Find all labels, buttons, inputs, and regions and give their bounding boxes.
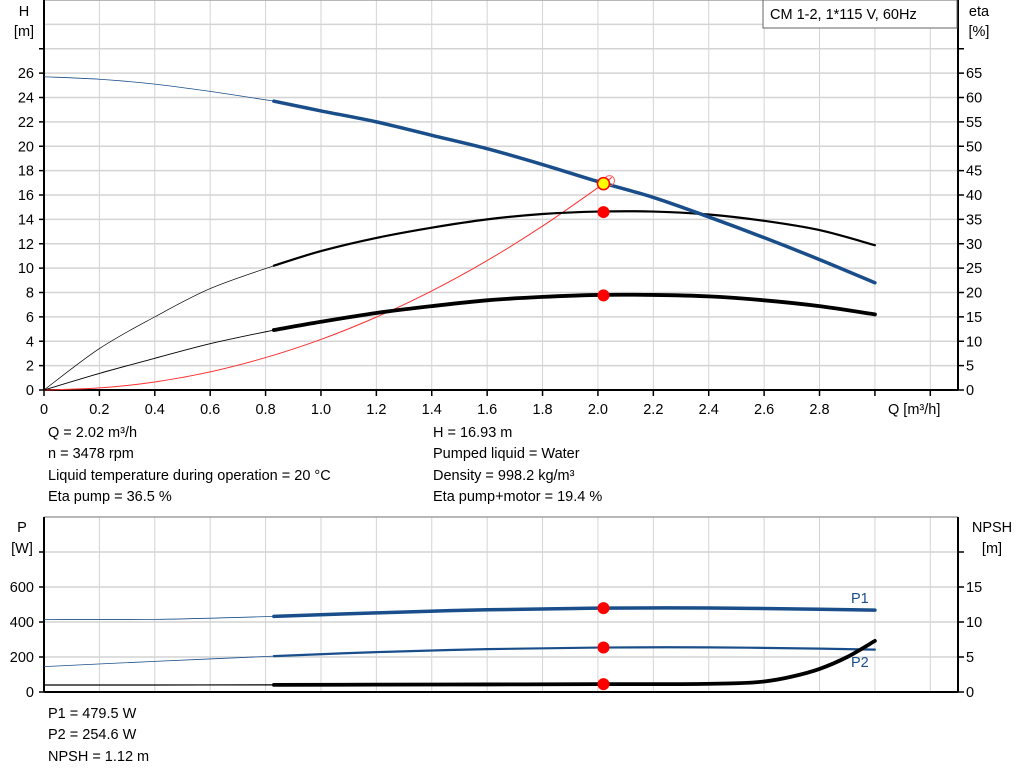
y-axis-unit-left: [W] <box>11 541 33 557</box>
p2-duty-point <box>597 641 610 654</box>
y-tick-label-left: 22 <box>18 115 34 131</box>
info-p1: P1 = 479.5 W <box>48 706 137 722</box>
info-p2: P2 = 254.6 W <box>48 727 137 744</box>
x-tick-label: 1.0 <box>311 402 331 418</box>
p1-curve-extrapolated <box>43 616 274 620</box>
info-density: Density = 998.2 kg/m³ <box>433 467 575 484</box>
y-axis-unit-right: [%] <box>969 24 990 40</box>
eta-total-curve-extrapolated <box>43 329 274 391</box>
x-tick-label: 0.8 <box>255 402 275 418</box>
info-head: H = 16.93 m <box>433 425 513 441</box>
y-tick-label-left: 6 <box>26 310 34 326</box>
y-axis-label-right: NPSH <box>972 520 1012 536</box>
eta-pump-curve <box>272 210 877 267</box>
y-axis-label-left: P <box>17 520 27 536</box>
info-liquid: Pumped liquid = Water <box>433 446 580 463</box>
y-tick-label-left: 600 <box>10 580 34 596</box>
y-tick-label-right: 65 <box>966 66 982 82</box>
eta-total-curve <box>271 292 877 332</box>
y-tick-label-right: 20 <box>966 286 982 302</box>
p1-curve <box>272 606 877 619</box>
y-tick-label-right: 10 <box>966 334 982 350</box>
y-tick-label-left: 10 <box>18 261 34 277</box>
y-tick-label-right: 45 <box>966 164 982 180</box>
info-flow: Q = 2.02 m³/h <box>48 425 138 441</box>
y-tick-label-left: 4 <box>26 334 34 350</box>
npsh-duty-point <box>597 678 610 691</box>
head-curve-extrapolated <box>43 76 274 102</box>
p1-label: P1 <box>851 591 869 607</box>
x-tick-label: 1.4 <box>422 402 442 418</box>
y-tick-label-left: 0 <box>26 685 34 701</box>
y-axis-label-left: H <box>19 4 29 20</box>
info-eta-total: Eta pump+motor = 19.4 % <box>433 488 603 505</box>
y-tick-label-left: 0 <box>26 383 34 399</box>
y-tick-label-right: 60 <box>966 91 982 107</box>
info-npsh: NPSH = 1.12 m <box>48 748 150 765</box>
p1-duty-point <box>597 602 610 615</box>
eta-pump-curve-extrapolated <box>43 265 275 391</box>
y-tick-label-left: 400 <box>10 615 34 631</box>
y-tick-label-right: 50 <box>966 139 982 155</box>
y-tick-label-left: 14 <box>18 212 34 228</box>
x-tick-label: 1.6 <box>477 402 497 418</box>
power-info: P1 = 479.5 W P2 = 254.6 W NPSH = 1.12 m <box>48 704 149 768</box>
y-tick-label-right: 5 <box>966 359 974 375</box>
x-tick-label: 0.2 <box>89 402 109 418</box>
x-tick-label: 2.0 <box>588 402 608 418</box>
y-tick-label-left: 16 <box>18 188 34 204</box>
p2-label: P2 <box>851 655 869 671</box>
y-tick-label-right: 0 <box>966 685 974 701</box>
duty-point <box>596 176 611 191</box>
y-tick-label-left: 18 <box>18 164 34 180</box>
y-tick-label-left: 26 <box>18 66 34 82</box>
duty-info-right: H = 16.93 m Pumped liquid = Water Densit… <box>433 423 602 508</box>
title-box <box>762 0 958 29</box>
info-speed: n = 3478 rpm <box>48 446 134 463</box>
y-tick-label-right: 15 <box>966 310 982 326</box>
y-tick-label-left: 24 <box>18 91 34 107</box>
eta-pump-duty-point <box>597 206 610 219</box>
x-tick-label: 1.8 <box>532 402 552 418</box>
y-axis-label-right: eta <box>969 4 990 20</box>
x-tick-label: 2.4 <box>699 402 719 418</box>
y-axis-unit-right: [m] <box>982 541 1002 557</box>
x-tick-label: 0.6 <box>200 402 220 418</box>
x-axis-label: Q [m³/h] <box>888 402 940 418</box>
y-tick-label-right: 10 <box>966 615 982 631</box>
y-tick-label-right: 30 <box>966 237 982 253</box>
y-tick-label-right: 35 <box>966 212 982 228</box>
y-tick-label-right: 15 <box>966 580 982 596</box>
eta-total-duty-point <box>597 289 610 302</box>
y-tick-label-right: 0 <box>966 383 974 399</box>
p2-curve-extrapolated <box>43 655 274 668</box>
system-curve <box>43 177 613 391</box>
npsh-curve <box>271 639 877 687</box>
x-tick-label: 0.4 <box>145 402 165 418</box>
p2-curve <box>272 646 877 658</box>
info-eta-pump: Eta pump = 36.5 % <box>48 488 172 505</box>
chart-title: CM 1-2, 1*115 V, 60Hz <box>770 7 917 23</box>
x-tick-label: 1.2 <box>366 402 386 418</box>
y-tick-label-right: 40 <box>966 188 982 204</box>
x-tick-label: 2.2 <box>643 402 663 418</box>
duty-info-left: Q = 2.02 m³/h n = 3478 rpm Liquid temper… <box>48 423 331 508</box>
y-tick-label-right: 5 <box>966 650 974 666</box>
head-curve <box>272 99 877 285</box>
y-tick-label-left: 12 <box>18 237 34 253</box>
x-tick-label: 2.6 <box>754 402 774 418</box>
info-temperature: Liquid temperature during operation = 20… <box>48 467 331 484</box>
y-tick-label-left: 8 <box>26 286 34 302</box>
y-tick-label-left: 20 <box>18 139 34 155</box>
x-tick-label: 2.8 <box>809 402 829 418</box>
y-tick-label-left: 2 <box>26 359 34 375</box>
y-tick-label-left: 200 <box>10 650 34 666</box>
y-tick-label-right: 55 <box>966 115 982 131</box>
x-tick-label: 0 <box>40 402 48 418</box>
y-axis-unit-left: [m] <box>14 24 34 40</box>
y-tick-label-right: 25 <box>966 261 982 277</box>
